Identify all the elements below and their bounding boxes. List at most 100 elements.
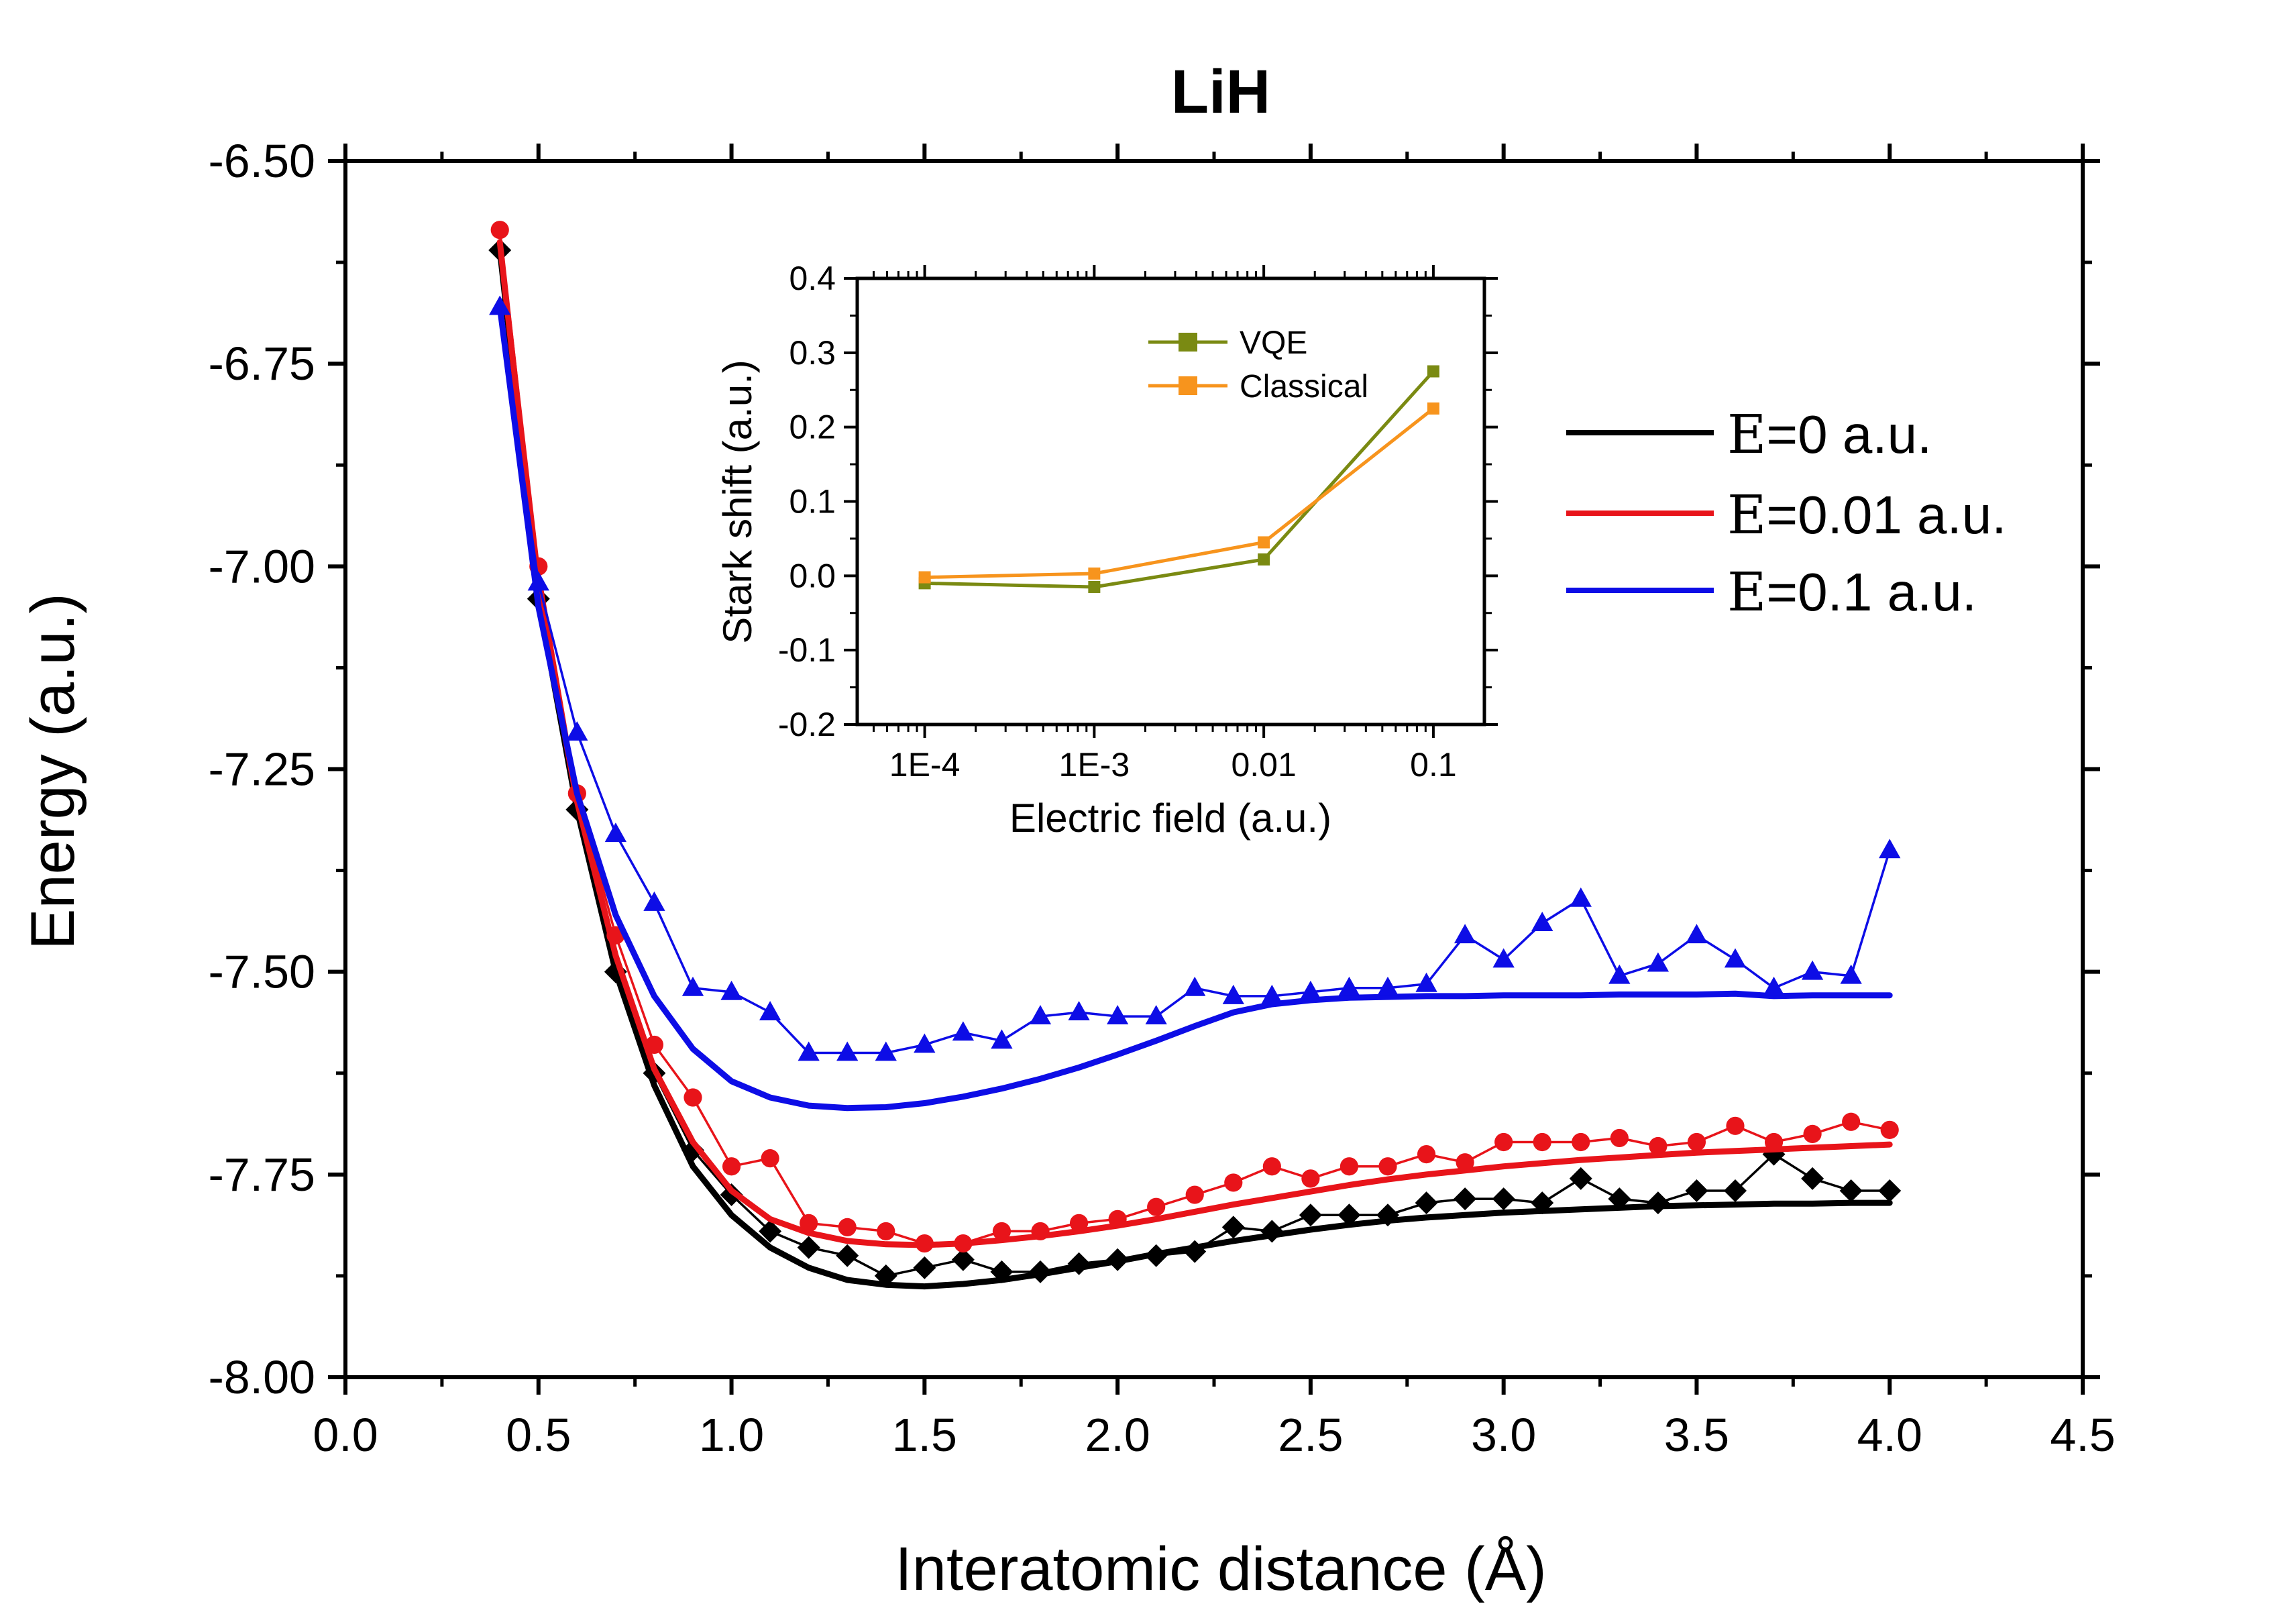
inset-series-group xyxy=(918,365,1439,593)
series-line-e-0-1-a-u xyxy=(496,304,1893,1112)
data-point-e-0-1-vqe xyxy=(566,721,588,741)
chart-title: LiH xyxy=(1171,58,1270,126)
data-point-e-0-01-vqe xyxy=(838,1218,857,1236)
data-point-e-0-01-vqe xyxy=(877,1222,895,1241)
data-point-e-0-vqe xyxy=(1376,1203,1399,1227)
data-point-e-0-1-vqe xyxy=(1686,924,1708,944)
x-tick-label: 4.0 xyxy=(1857,1409,1922,1461)
main-legend: E=0 a.u. E=0.01 a.u. E=0.1 a.u. xyxy=(1566,403,2007,623)
y-tick-label: -7.00 xyxy=(208,540,315,592)
data-point-e-0-vqe xyxy=(1029,1260,1052,1283)
legend-text-e001: =0.01 a.u. xyxy=(1766,485,2006,545)
data-point-e-0-01-vqe xyxy=(800,1214,818,1232)
x-tick-label: 1.5 xyxy=(892,1409,957,1461)
data-point-e-0-vqe xyxy=(1724,1179,1747,1203)
data-point-e-0-1-vqe xyxy=(1570,887,1592,907)
data-point-e-0-vqe xyxy=(951,1248,975,1271)
x-tick-label: 2.5 xyxy=(1278,1409,1343,1461)
data-point-e-0-vqe xyxy=(1569,1167,1592,1190)
inset-legend-marker-vqe xyxy=(1179,333,1197,352)
data-point-e-0-vqe xyxy=(1454,1187,1477,1211)
inset-legend-label-vqe: VQE xyxy=(1240,325,1307,361)
data-point-e-0-01-vqe xyxy=(1417,1145,1436,1164)
data-point-e-0-vqe xyxy=(913,1256,936,1279)
inset-series-line-classical xyxy=(924,407,1435,580)
data-point-e-0-vqe xyxy=(1144,1244,1168,1267)
data-point-e-0-1-vqe xyxy=(643,891,665,911)
data-point-e-0-1-vqe xyxy=(527,571,549,591)
data-point-e-0-vqe xyxy=(1608,1187,1631,1211)
inset-y-tick-label: -0.1 xyxy=(778,631,836,669)
inset-y-tick-label: 0.0 xyxy=(789,557,836,594)
inset-legend: VQE Classical xyxy=(1148,325,1368,405)
data-point-e-0-1-vqe xyxy=(1299,980,1322,1000)
data-point-e-0-1-vqe xyxy=(1222,984,1244,1004)
data-point-e-0-vqe xyxy=(990,1260,1014,1283)
data-point-e-0-01-vqe xyxy=(490,221,509,239)
inset-y-tick-label: 0.2 xyxy=(789,409,836,446)
data-point-e-0-01-vqe xyxy=(1610,1128,1629,1148)
y-tick-label: -6.50 xyxy=(208,135,315,187)
data-point-e-0-1-vqe xyxy=(681,976,704,996)
inset-data-point-vqe xyxy=(1427,365,1439,378)
inset-x-tick-label: 0.01 xyxy=(1231,746,1296,784)
data-point-e-0-vqe xyxy=(1878,1179,1902,1203)
inset-x-tick-label: 0.1 xyxy=(1410,746,1457,784)
legend-symbol-e001: E xyxy=(1727,484,1766,546)
inset-x-axis-title: Electric field (a.u.) xyxy=(1009,796,1331,841)
legend-text-e0: =0 a.u. xyxy=(1766,405,1932,464)
data-point-e-0-1-vqe xyxy=(604,822,627,843)
x-tick-label: 4.5 xyxy=(2050,1409,2115,1461)
data-point-e-0-vqe xyxy=(1492,1187,1515,1211)
inset-legend-label-classical: Classical xyxy=(1240,369,1368,405)
data-point-e-0-vqe xyxy=(1183,1240,1207,1263)
y-tick-label: -6.75 xyxy=(208,337,315,390)
data-point-e-0-vqe xyxy=(1839,1179,1863,1203)
data-point-e-0-vqe xyxy=(720,1183,743,1207)
data-point-e-0-vqe xyxy=(1299,1203,1322,1227)
data-point-e-0-01-vqe xyxy=(1069,1214,1089,1232)
data-point-e-0-1-vqe xyxy=(1068,1001,1090,1020)
y-tick-label: -7.75 xyxy=(208,1148,315,1201)
data-point-e-0-1-vqe xyxy=(1763,976,1785,996)
data-point-e-0-vqe xyxy=(759,1220,782,1243)
inset-y-tick-label: 0.4 xyxy=(789,260,836,297)
inset-data-point-classical xyxy=(1427,402,1439,415)
main-series-group xyxy=(488,221,1902,1290)
data-point-e-0-vqe xyxy=(797,1236,820,1259)
x-tick-label: 3.5 xyxy=(1664,1409,1729,1461)
data-point-e-0-01-vqe xyxy=(1803,1124,1822,1143)
x-tick-label: 1.0 xyxy=(699,1409,764,1461)
data-point-e-0-1-vqe xyxy=(1801,960,1824,980)
data-point-e-0-1-vqe xyxy=(798,1041,820,1061)
data-point-e-0-1-vqe xyxy=(991,1029,1013,1049)
data-point-e-0-1-vqe xyxy=(1145,1005,1167,1025)
inset-legend-marker-classical xyxy=(1179,376,1197,395)
x-tick-label: 2.0 xyxy=(1085,1409,1150,1461)
inset-y-tick-label: -0.2 xyxy=(778,706,836,743)
data-point-e-0-1-vqe xyxy=(1879,839,1901,859)
data-point-e-0-1-vqe xyxy=(1338,976,1360,996)
inset-y-axis-title: Stark shift (a.u.) xyxy=(715,360,760,643)
data-point-e-0-01-vqe xyxy=(722,1157,741,1176)
data-point-e-0-1-vqe xyxy=(836,1041,859,1061)
inset-x-tick-label: 1E-4 xyxy=(889,746,961,784)
data-point-e-0-01-vqe xyxy=(684,1088,702,1107)
data-point-e-0-01-vqe xyxy=(1378,1157,1397,1176)
data-point-e-0-vqe xyxy=(874,1264,897,1287)
data-point-e-0-vqe xyxy=(1221,1216,1245,1239)
legend-text-e01: =0.1 a.u. xyxy=(1766,562,1977,622)
data-point-e-0-1-vqe xyxy=(1454,924,1476,944)
data-point-e-0-vqe xyxy=(1646,1191,1670,1215)
y-tick-label: -7.25 xyxy=(208,743,315,796)
data-point-e-0-vqe xyxy=(1415,1191,1438,1215)
data-point-e-0-1-vqe xyxy=(489,295,511,315)
inset-data-point-classical xyxy=(1258,536,1270,549)
legend-label-e0: E=0 a.u. xyxy=(1727,403,1932,466)
data-point-e-0-1-vqe xyxy=(1647,952,1670,972)
inset-data-point-vqe xyxy=(1258,553,1270,566)
data-point-e-0-01-vqe xyxy=(1687,1132,1706,1152)
legend-label-e01: E=0.1 a.u. xyxy=(1727,561,1977,623)
data-point-e-0-01-vqe xyxy=(1880,1120,1899,1139)
data-point-e-0-01-vqe xyxy=(1301,1169,1320,1188)
